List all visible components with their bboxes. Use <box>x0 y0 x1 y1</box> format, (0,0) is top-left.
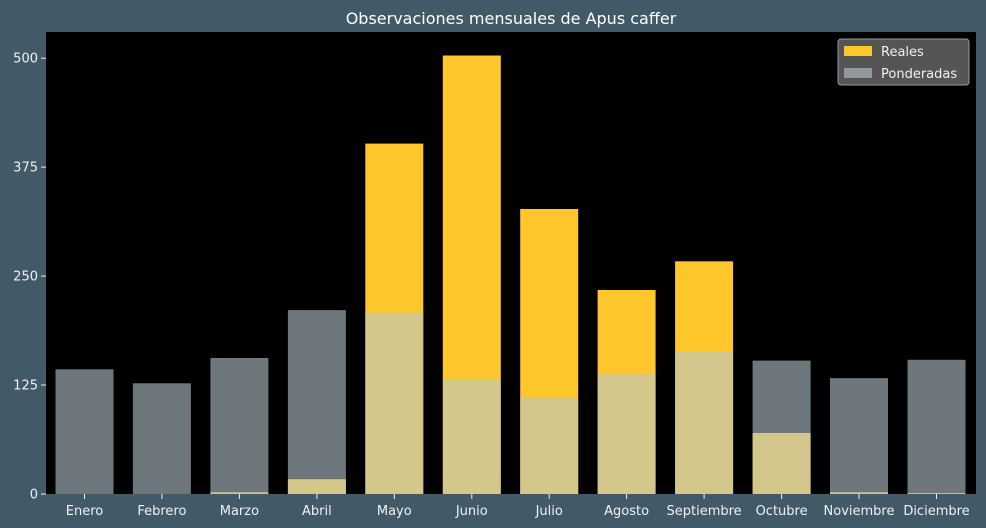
y-tick-label: 125 <box>13 379 38 394</box>
legend-swatch-ponderadas <box>844 68 872 78</box>
x-tick-label: Noviembre <box>824 504 895 519</box>
legend-label-ponderadas: Ponderadas <box>881 67 957 82</box>
y-axis: 0 125 250 375 500 <box>13 52 46 503</box>
x-tick-label: Octubre <box>756 504 808 519</box>
plot-area <box>46 32 976 494</box>
bar-ponderadas-septiembre <box>675 351 734 494</box>
x-tick-label: Agosto <box>604 504 649 519</box>
x-tick-label: Junio <box>455 504 488 519</box>
x-tick-label: Mayo <box>377 504 412 519</box>
legend-label-reales: Reales <box>881 45 924 60</box>
bar-ponderadas-junio <box>442 378 501 494</box>
x-tick-label: Marzo <box>220 504 259 519</box>
bar-ponderadas-marzo <box>210 358 269 494</box>
bar-ponderadas-octubre <box>752 360 811 494</box>
bar-ponderadas-abril <box>287 310 346 494</box>
x-tick-label: Diciembre <box>903 504 969 519</box>
x-tick-label: Abril <box>302 504 332 519</box>
bar-ponderadas-noviembre <box>830 378 888 494</box>
bar-ponderadas-enero <box>55 369 114 494</box>
bar-ponderadas-julio <box>520 397 579 494</box>
legend-swatch-reales <box>844 46 872 56</box>
y-tick-label: 500 <box>13 52 38 67</box>
y-tick-label: 375 <box>13 161 38 176</box>
legend: Reales Ponderadas <box>837 38 970 86</box>
series-ponderadas <box>55 310 966 494</box>
bar-ponderadas-mayo <box>365 312 424 494</box>
bar-ponderadas-febrero <box>132 383 191 494</box>
chart-title: Observaciones mensuales de Apus caffer <box>346 9 677 28</box>
y-tick-label: 250 <box>13 270 38 285</box>
x-tick-label: Febrero <box>137 504 186 519</box>
bar-ponderadas-diciembre <box>907 359 966 494</box>
x-tick-label: Septiembre <box>667 504 742 519</box>
x-tick-label: Enero <box>66 504 104 519</box>
x-tick-label: Julio <box>535 504 563 519</box>
bar-ponderadas-agosto <box>597 373 656 494</box>
x-axis: Enero Febrero Marzo Abril Mayo Junio Julio Agos… <box>66 494 970 519</box>
y-tick-label: 0 <box>30 488 38 503</box>
